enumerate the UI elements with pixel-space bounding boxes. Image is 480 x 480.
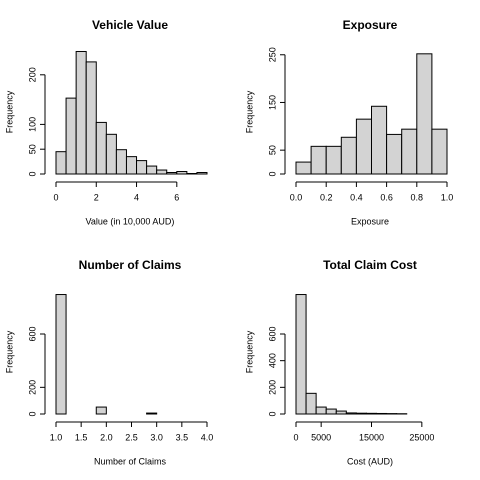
- y-tick-label: 400: [267, 353, 277, 368]
- bar: [115, 149, 127, 175]
- bar: [146, 165, 158, 175]
- x-axis-label: Value (in 10,000 AUD): [86, 216, 175, 226]
- chart-title: Total Claim Cost: [323, 258, 417, 272]
- y-tick-label: 600: [267, 326, 277, 341]
- bar: [371, 105, 388, 175]
- x-tick-label: 0.2: [320, 192, 333, 202]
- x-tick-label: 1.5: [75, 432, 88, 442]
- y-tick-label: 200: [267, 380, 277, 395]
- y-tick-label: 250: [267, 47, 277, 62]
- x-tick-label: 1.0: [441, 192, 454, 202]
- x-tick-label: 4: [134, 192, 139, 202]
- bar: [85, 61, 97, 175]
- x-tick-label: 5000: [311, 432, 331, 442]
- bar: [386, 133, 403, 175]
- chart-title: Exposure: [343, 18, 398, 32]
- x-tick-label: 2.0: [100, 432, 113, 442]
- bar: [55, 151, 67, 175]
- y-tick-label: 50: [27, 144, 37, 154]
- bar: [295, 161, 312, 175]
- x-tick-label: 15000: [359, 432, 384, 442]
- chart-title: Vehicle Value: [92, 18, 168, 32]
- x-axis-label: Cost (AUD): [347, 456, 393, 466]
- bar: [355, 118, 372, 175]
- bar: [365, 412, 378, 415]
- bar: [156, 169, 168, 175]
- bar: [166, 172, 178, 175]
- bar: [95, 406, 107, 415]
- bar: [105, 133, 117, 175]
- bar: [146, 412, 158, 415]
- y-tick-label: 200: [27, 380, 37, 395]
- bar: [325, 408, 337, 415]
- y-tick-label: 0: [27, 411, 37, 416]
- x-tick-label: 0.8: [411, 192, 424, 202]
- bar: [176, 171, 188, 175]
- y-tick-label: 0: [267, 411, 277, 416]
- x-tick-label: 4.0: [201, 432, 214, 442]
- y-axis-label: Frequency: [4, 330, 14, 373]
- bar: [345, 412, 357, 415]
- chart-title: Number of Claims: [79, 258, 182, 272]
- x-tick-label: 0: [53, 192, 58, 202]
- y-tick-label: 200: [27, 67, 37, 82]
- y-tick-label: 150: [267, 95, 277, 110]
- x-tick-label: 25000: [409, 432, 434, 442]
- x-axis-label: Number of Claims: [94, 456, 167, 466]
- bar: [315, 406, 327, 415]
- bar: [305, 392, 317, 415]
- bar: [416, 53, 433, 175]
- y-axis-label: Frequency: [244, 330, 254, 373]
- x-tick-label: 0.0: [290, 192, 303, 202]
- y-tick-label: 50: [267, 145, 277, 155]
- bar: [325, 145, 342, 175]
- x-tick-label: 6: [174, 192, 179, 202]
- bar: [95, 121, 107, 175]
- x-tick-label: 2: [94, 192, 99, 202]
- bar: [295, 294, 307, 415]
- y-axis-label: Frequency: [4, 90, 14, 133]
- bar: [136, 160, 148, 175]
- bar: [401, 128, 418, 175]
- bar: [376, 412, 388, 415]
- x-tick-label: 2.5: [125, 432, 138, 442]
- y-tick-label: 100: [27, 117, 37, 132]
- y-tick-label: 0: [27, 171, 37, 176]
- bar: [431, 128, 448, 175]
- y-axis-label: Frequency: [244, 90, 254, 133]
- bar: [75, 50, 87, 175]
- y-tick-label: 0: [267, 171, 277, 176]
- x-tick-label: 0.6: [380, 192, 393, 202]
- x-tick-label: 3.5: [176, 432, 189, 442]
- bar: [310, 145, 327, 175]
- x-tick-label: 0.4: [350, 192, 363, 202]
- bar: [335, 410, 347, 415]
- bar: [355, 412, 367, 415]
- x-tick-label: 3.0: [150, 432, 163, 442]
- bar: [196, 172, 208, 175]
- bar: [65, 97, 77, 175]
- bar: [125, 156, 138, 175]
- bar: [340, 136, 357, 175]
- bar: [55, 294, 67, 415]
- y-tick-label: 600: [27, 326, 37, 341]
- x-axis-label: Exposure: [351, 216, 389, 226]
- x-tick-label: 1.0: [50, 432, 63, 442]
- x-tick-label: 0: [293, 432, 298, 442]
